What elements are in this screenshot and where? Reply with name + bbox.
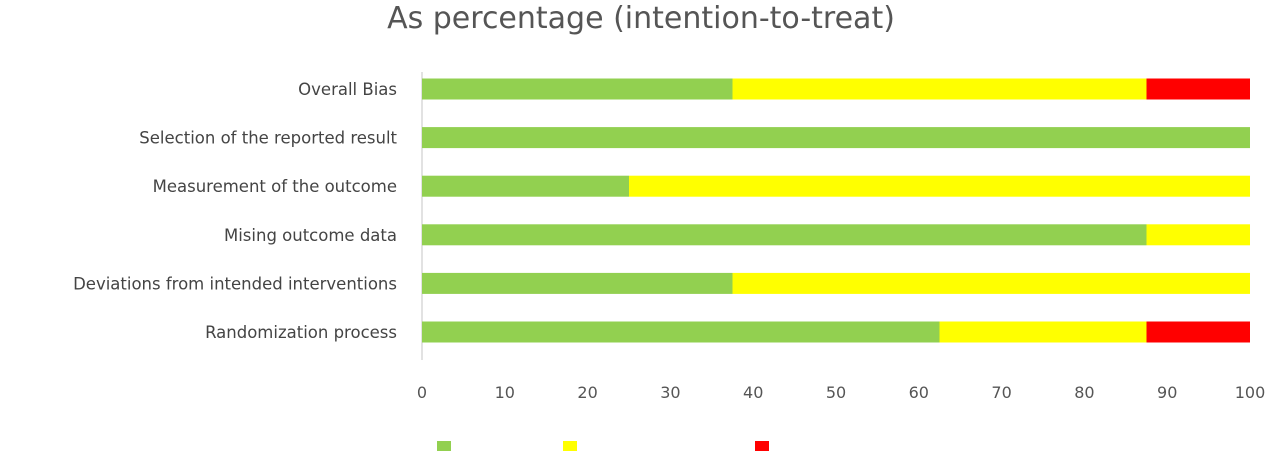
x-tick-label: 60 <box>909 383 929 402</box>
category-label: Selection of the reported result <box>139 129 397 148</box>
x-tick-label: 0 <box>417 383 427 402</box>
bar-segment <box>939 321 1147 343</box>
bar-segment <box>422 321 940 343</box>
bar-segment <box>1146 321 1250 343</box>
legend-swatch <box>755 441 769 451</box>
bar-segment <box>732 78 1147 100</box>
bar-segment <box>732 272 1250 294</box>
bar-segment <box>629 175 1250 197</box>
bar-segment <box>1146 224 1250 246</box>
category-label: Mising outcome data <box>224 226 397 245</box>
legend-swatch <box>563 441 577 451</box>
x-tick-label: 50 <box>826 383 846 402</box>
x-tick-label: 10 <box>495 383 515 402</box>
bar-segment <box>422 224 1147 246</box>
legend <box>437 441 769 451</box>
x-tick-label: 80 <box>1074 383 1094 402</box>
category-label: Overall Bias <box>298 80 397 99</box>
bar-segment <box>422 127 1250 149</box>
category-labels: Overall Bias Selection of the reported re… <box>73 80 397 342</box>
x-tick-label: 40 <box>743 383 763 402</box>
x-tick-label: 20 <box>577 383 597 402</box>
bar-segment <box>422 78 733 100</box>
x-tick-label: 100 <box>1235 383 1266 402</box>
bar-segment <box>422 272 733 294</box>
x-tick-label: 30 <box>660 383 680 402</box>
x-tick-label: 70 <box>991 383 1011 402</box>
bar-segment <box>422 175 629 197</box>
bar-segment <box>1146 78 1250 100</box>
category-label: Randomization process <box>205 323 397 342</box>
category-label: Measurement of the outcome <box>153 177 397 196</box>
bars-layer <box>422 78 1250 343</box>
category-label: Deviations from intended interventions <box>73 274 397 293</box>
x-tick-label: 90 <box>1157 383 1177 402</box>
chart-title: As percentage (intention-to-treat) <box>387 1 895 36</box>
x-axis-tick-labels: 0 10 20 30 40 50 60 70 80 90 100 <box>417 383 1265 402</box>
legend-swatch <box>437 441 451 451</box>
